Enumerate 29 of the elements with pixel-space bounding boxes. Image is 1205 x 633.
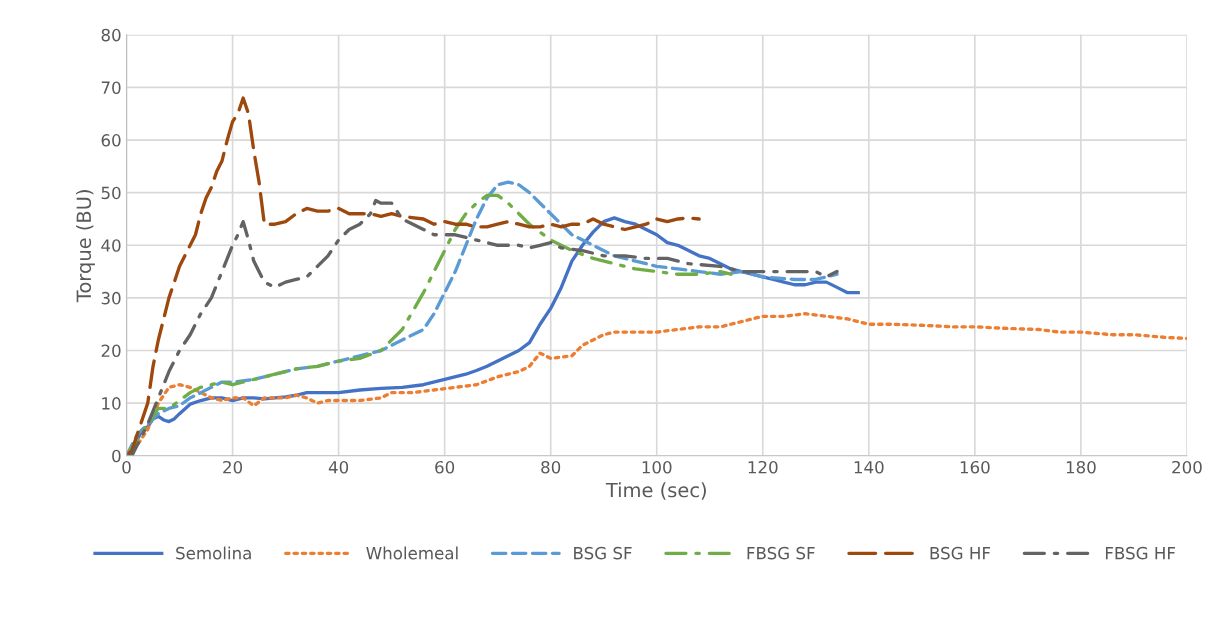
legend-label: BSG HF	[930, 546, 991, 560]
line-series	[126, 96, 701, 456]
y-tick-label: 20	[101, 344, 121, 358]
legend-label: BSG SF	[574, 546, 632, 560]
y-tick-label: 60	[101, 134, 121, 147]
y-tick-label: 0	[112, 449, 121, 463]
y-axis-title: Torque (BU)	[76, 190, 95, 303]
legend-label: Wholemeal	[366, 546, 458, 560]
legend-label: FBSG SF	[747, 546, 815, 560]
x-tick-label: 0	[122, 460, 131, 474]
y-tick-label: 40	[101, 239, 121, 252]
y-tick-label: 10	[102, 397, 121, 410]
x-tick-label: 20	[223, 460, 243, 474]
x-tick-label: 120	[748, 460, 778, 474]
x-tick-label: 60	[435, 460, 455, 474]
x-tick-label: 180	[1066, 460, 1096, 474]
x-tick-label: 40	[328, 460, 349, 474]
x-tick-label: 80	[541, 460, 561, 474]
x-tick-label: 140	[854, 460, 884, 474]
x-tick-label: 100	[642, 460, 672, 474]
x-tick-label: 160	[960, 460, 990, 474]
y-tick-label: 80	[101, 28, 121, 42]
y-tick-label: 50	[101, 186, 121, 200]
legend-label: FBSG HF	[1105, 546, 1175, 560]
x-tick-label: 200	[1172, 460, 1202, 474]
y-tick-label: 70	[101, 81, 121, 94]
y-tick-label: 30	[101, 291, 121, 305]
legend-label: Semolina	[176, 546, 251, 560]
x-axis-title: Time (sec)	[605, 482, 706, 500]
